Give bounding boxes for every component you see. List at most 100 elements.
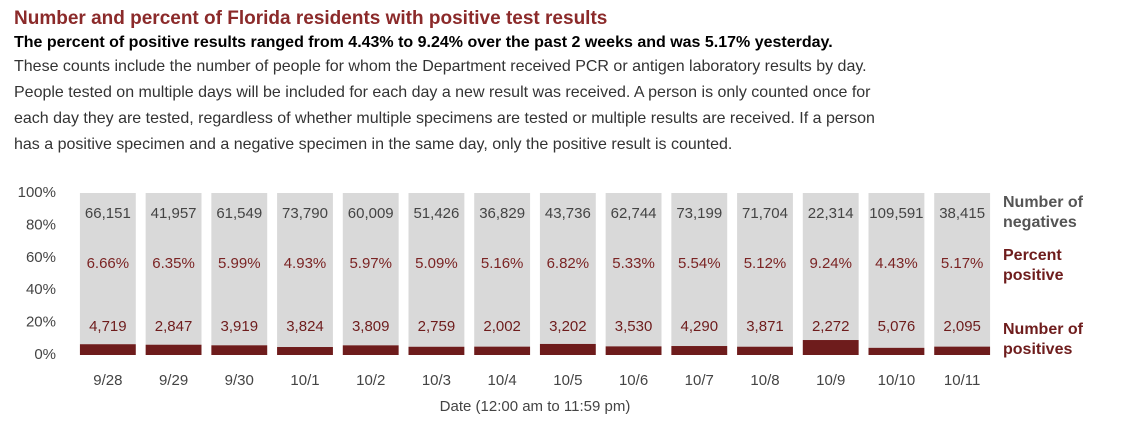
x-tick-label: 9/28 [93, 372, 122, 389]
negatives-label: 41,957 [151, 205, 197, 222]
positive-bar [211, 345, 268, 355]
x-axis-label: Date (12:00 am to 11:59 pm) [440, 398, 631, 415]
percent-label: 4.43% [875, 255, 918, 272]
x-tick-label: 10/7 [685, 372, 714, 389]
positives-label: 2,759 [418, 318, 456, 335]
negatives-bar [934, 193, 991, 347]
x-tick-label: 10/2 [356, 372, 385, 389]
positive-bar [277, 347, 333, 355]
negatives-bar [79, 193, 136, 345]
x-tick-label: 10/1 [290, 372, 319, 389]
legend-entry: Percent positive [1003, 247, 1064, 284]
positive-bar [79, 344, 136, 355]
y-tick-label: 40% [26, 281, 56, 298]
negatives-label: 60,009 [348, 205, 394, 222]
legend-entry: Number of positives [1003, 321, 1083, 358]
positives-label: 5,076 [878, 318, 916, 335]
negatives-label: 43,736 [545, 205, 591, 222]
x-tick-label: 10/10 [878, 372, 916, 389]
description-line: These counts include the number of peopl… [14, 58, 867, 75]
y-tick-label: 60% [26, 249, 56, 266]
negatives-label: 66,151 [85, 205, 131, 222]
chart-subtitle: The percent of positive results ranged f… [14, 34, 833, 51]
positives-label: 3,871 [746, 318, 784, 335]
percent-label: 5.12% [744, 255, 787, 272]
positives-label: 3,530 [615, 318, 653, 335]
positive-bar [671, 346, 728, 355]
negatives-bar [211, 193, 268, 346]
negatives-bar [539, 193, 596, 344]
y-tick-label: 0% [34, 346, 56, 363]
positive-bar [737, 346, 793, 355]
x-tick-label: 10/9 [816, 372, 845, 389]
positive-bar [605, 346, 662, 355]
negatives-bar [408, 193, 465, 347]
percent-label: 5.97% [349, 255, 392, 272]
description: These counts include the number of peopl… [14, 54, 875, 158]
x-tick-label: 10/3 [422, 372, 451, 389]
x-tick-label: 10/11 [944, 372, 980, 389]
percent-label: 5.33% [612, 255, 655, 272]
positives-label: 3,919 [221, 318, 259, 335]
positive-bar [934, 346, 991, 355]
negatives-bar [605, 193, 662, 347]
y-tick-label: 20% [26, 314, 56, 331]
negatives-label: 73,790 [282, 205, 328, 222]
y-tick-label: 80% [26, 216, 56, 233]
positive-bar [474, 346, 531, 355]
negatives-bar [145, 193, 202, 345]
negatives-bar [868, 193, 925, 348]
percent-label: 4.93% [284, 255, 327, 272]
x-tick-label: 9/30 [225, 372, 254, 389]
negatives-bar [802, 193, 859, 341]
positives-label: 2,272 [812, 318, 850, 335]
positive-bar [868, 347, 925, 355]
description-line: each day they are tested, regardless of … [14, 110, 875, 127]
percent-label: 5.17% [941, 255, 984, 272]
negatives-bar [342, 193, 399, 346]
x-tick-label: 10/4 [488, 372, 517, 389]
positives-label: 3,809 [352, 318, 390, 335]
positives-label: 2,847 [155, 318, 193, 335]
negatives-bar [737, 193, 793, 347]
negatives-label: 61,549 [216, 205, 262, 222]
positives-label: 4,290 [681, 318, 719, 335]
percent-label: 5.09% [415, 255, 458, 272]
legend-entry: Number of negatives [1003, 194, 1083, 231]
chart-title: Number and percent of Florida residents … [14, 8, 608, 29]
positives-label: 3,202 [549, 318, 587, 335]
positive-bar [539, 343, 596, 355]
positives-label: 2,095 [943, 318, 981, 335]
negatives-bar [474, 193, 531, 347]
positive-bar [408, 346, 465, 355]
positive-bar [145, 344, 202, 355]
percent-label: 5.99% [218, 255, 261, 272]
positives-label: 3,824 [286, 318, 324, 335]
percent-label: 6.35% [152, 255, 195, 272]
positive-bar [342, 345, 399, 355]
negatives-label: 73,199 [676, 205, 722, 222]
negatives-label: 62,744 [611, 205, 657, 222]
x-tick-label: 10/6 [619, 372, 648, 389]
x-tick-label: 10/8 [750, 372, 779, 389]
negatives-label: 38,415 [939, 205, 985, 222]
y-tick-label: 100% [18, 184, 56, 201]
positive-bar [802, 340, 859, 355]
description-line: People tested on multiple days will be i… [14, 84, 871, 101]
header: Number and percent of Florida residents … [14, 8, 875, 158]
x-tick-label: 10/5 [553, 372, 582, 389]
percent-label: 5.16% [481, 255, 524, 272]
percent-label: 6.66% [87, 255, 130, 272]
positives-label: 4,719 [89, 318, 127, 335]
percent-label: 9.24% [809, 255, 852, 272]
negatives-bar [671, 193, 728, 347]
percent-label: 6.82% [547, 255, 590, 272]
negatives-label: 71,704 [742, 205, 788, 222]
description-line: has a positive specimen and a negative s… [14, 136, 733, 153]
negatives-label: 51,426 [413, 205, 459, 222]
x-tick-label: 9/29 [159, 372, 188, 389]
positives-label: 2,002 [483, 318, 521, 335]
percent-label: 5.54% [678, 255, 721, 272]
